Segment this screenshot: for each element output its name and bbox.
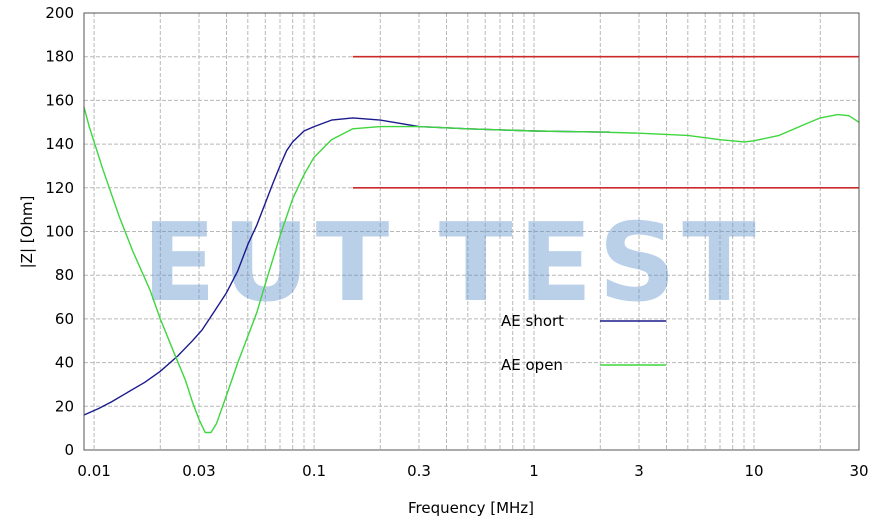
y-tick-label: 200: [45, 4, 74, 22]
series-group: [83, 106, 860, 434]
y-tick-label: 180: [45, 48, 74, 66]
y-tick-label: 40: [55, 354, 74, 372]
x-axis-label: Frequency [MHz]: [408, 499, 534, 517]
legend-label: AE short: [501, 312, 564, 330]
x-tick-labels: 0.01 0.03 0.1 0.3 1 3 10 30: [77, 462, 868, 480]
limit-lines: [352, 55, 859, 189]
y-tick-label: 60: [55, 310, 74, 328]
y-tick-labels: 0 20 40 60 80 100 120 140 160 180 200: [45, 4, 74, 459]
x-tick-label: 0.3: [407, 462, 431, 480]
legend-label: AE open: [501, 356, 563, 374]
plot-frame: [83, 12, 860, 451]
x-tick-label: 0.03: [182, 462, 215, 480]
y-axis-label: |Z| [Ohm]: [18, 196, 36, 269]
y-tick-label: 140: [45, 135, 74, 153]
y-tick-label: 20: [55, 397, 74, 415]
watermark: EUT TEST: [142, 201, 762, 326]
series-line-ae-short: [83, 117, 610, 416]
x-tick-label: 3: [634, 462, 644, 480]
y-tick-label: 120: [45, 179, 74, 197]
x-tick-label: 0.01: [77, 462, 110, 480]
y-tick-label: 0: [64, 441, 74, 459]
y-tick-label: 80: [55, 266, 74, 284]
x-tick-label: 10: [744, 462, 763, 480]
legend: AE short AE open: [501, 312, 666, 374]
x-tick-label: 30: [849, 462, 868, 480]
y-tick-label: 160: [45, 91, 74, 109]
x-tick-label: 1: [529, 462, 539, 480]
series-line-ae-open: [83, 106, 860, 434]
y-tick-label: 100: [45, 223, 74, 241]
x-tick-label: 0.1: [302, 462, 326, 480]
